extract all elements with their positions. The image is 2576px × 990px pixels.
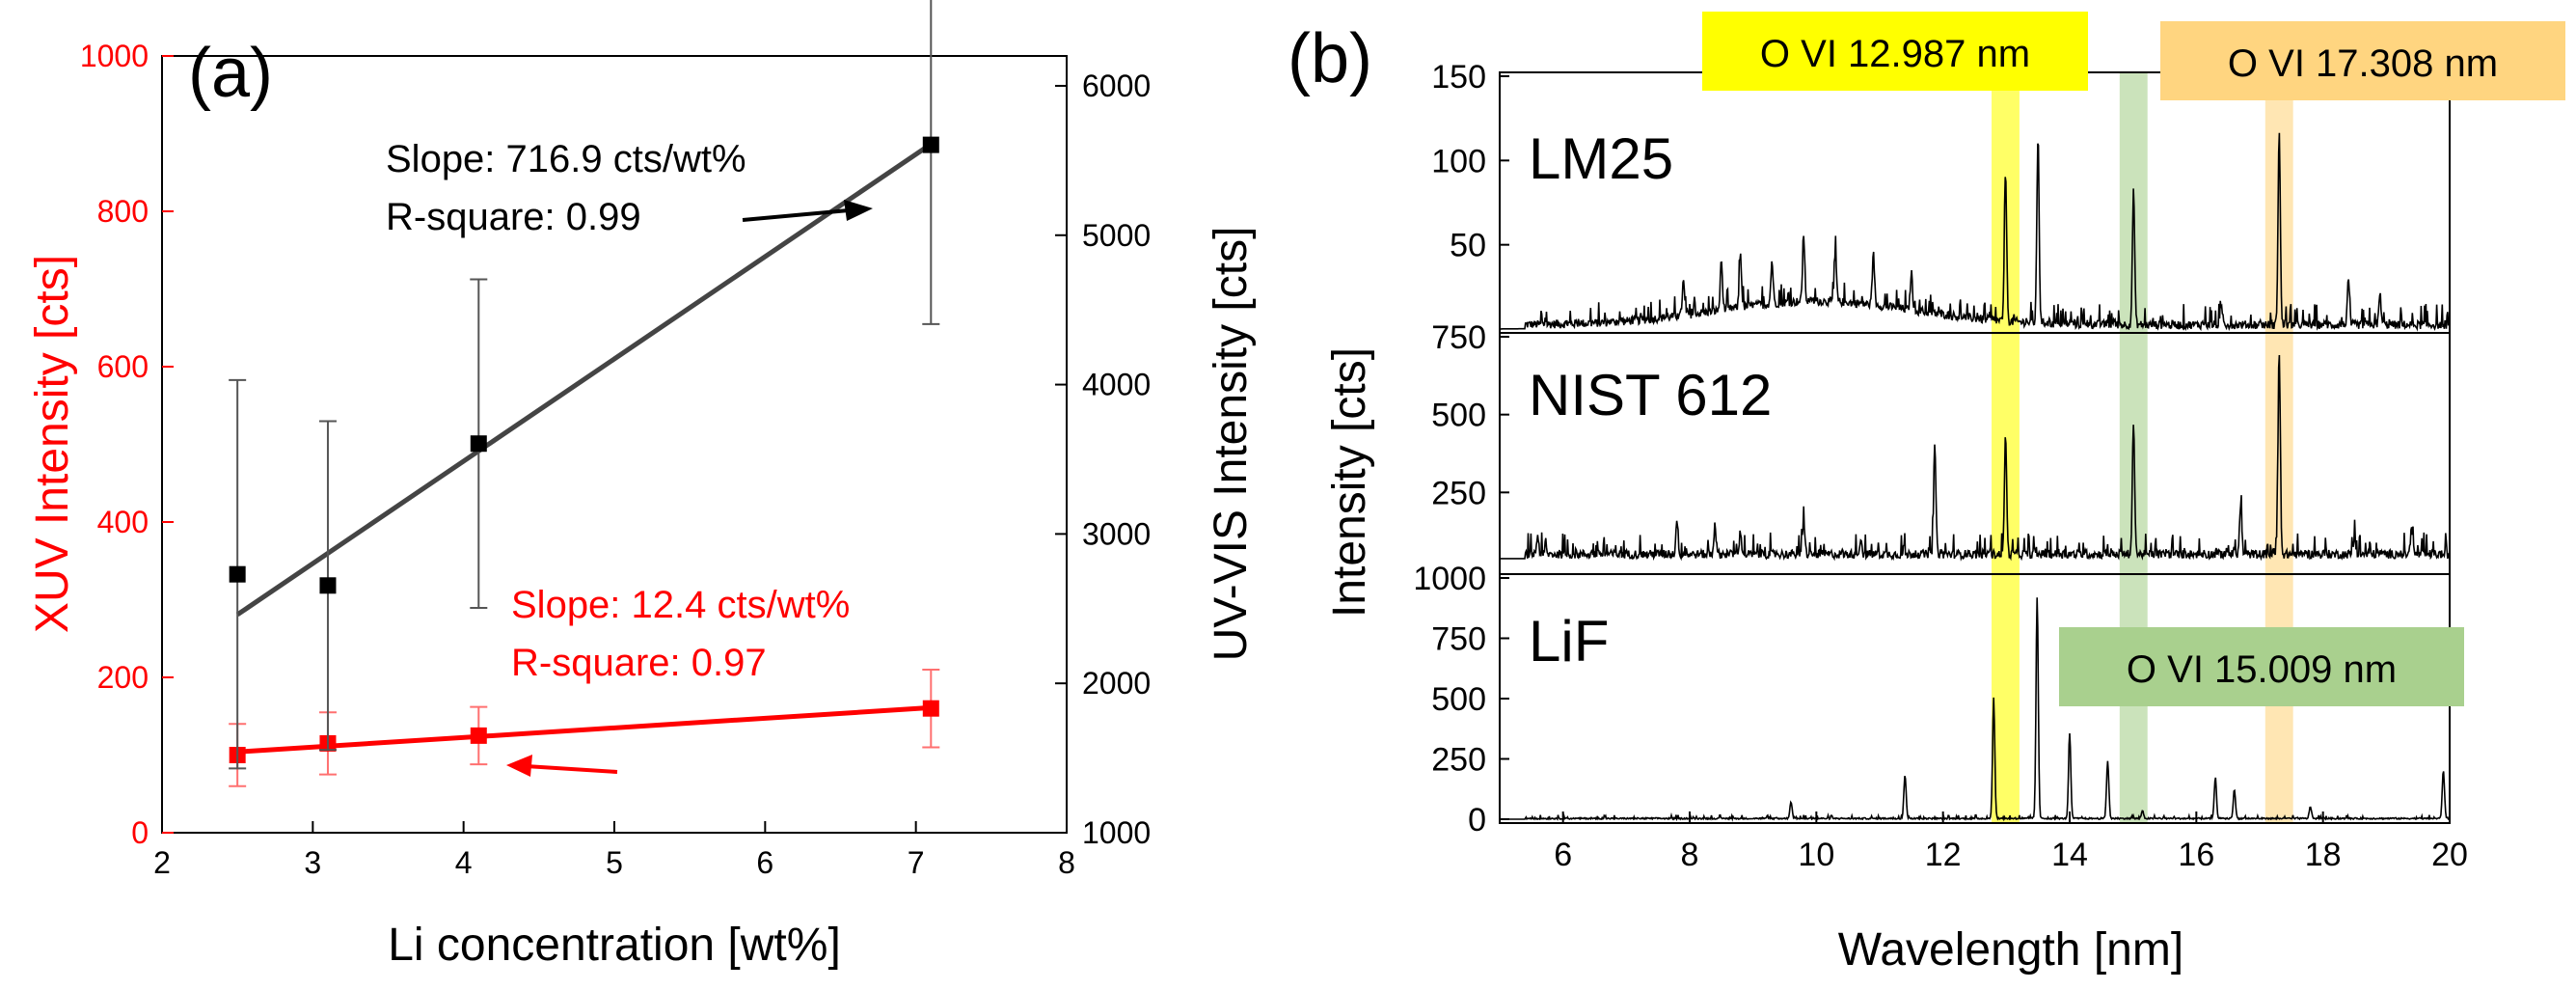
band-label: O VI 12.987 nm: [1760, 33, 2030, 75]
subplot-frame: [1499, 71, 2451, 334]
x-tick-label: 3: [304, 845, 321, 880]
right-y-tick-label: 3000: [1082, 516, 1151, 551]
panel-b-band-labels: O VI 12.987 nm O VI 15.009 nm O VI 17.308 …: [1702, 12, 2565, 706]
right-y-tick-label: 2000: [1082, 666, 1151, 701]
left-y-tick-label: 1000: [80, 39, 149, 73]
red-fit-r-square-annotation: R-square: 0.97: [511, 642, 767, 684]
panel-a-label: (a): [188, 35, 273, 112]
red-annotation-arrow: [506, 755, 618, 777]
y-tick-label: 0: [1468, 802, 1486, 839]
black-annotation-arrow: [742, 200, 873, 222]
black-data-point: [922, 136, 939, 153]
band-label: O VI 15.009 nm: [2127, 648, 2397, 691]
band-label-box: [1702, 12, 2088, 91]
panel-a-left-y-axis-label: XUV Intensity [cts]: [27, 255, 78, 633]
band-label-box: [2160, 21, 2565, 100]
spectrum-line-nist-612: [1500, 354, 2451, 562]
panel-a-left-y-ticks: 0 200 400 600 800 1000: [80, 39, 174, 850]
left-y-tick-label: 200: [97, 660, 149, 695]
sample-name: LM25: [1529, 126, 1673, 191]
x-tick-label: 20: [2431, 837, 2468, 873]
x-tick-label: 8: [1681, 837, 1699, 873]
black-data-point: [470, 435, 487, 453]
y-tick-label: 150: [1431, 59, 1486, 96]
band-label-box: [2059, 627, 2464, 706]
x-tick-label: 8: [1058, 845, 1075, 880]
x-tick-label: 18: [2305, 837, 2342, 873]
y-tick-label: 500: [1431, 398, 1486, 434]
panel-b-x-axis-label: Wavelength [nm]: [1838, 924, 2183, 976]
left-y-tick-label: 600: [97, 349, 149, 384]
y-tick-label: 500: [1431, 681, 1486, 718]
left-y-tick-label: 0: [131, 815, 149, 850]
spectrum-line-lif: [1500, 597, 2451, 822]
right-y-tick-label: 4000: [1082, 368, 1151, 402]
y-tick-label: 100: [1431, 143, 1486, 179]
x-tick-label: 6: [1554, 837, 1572, 873]
y-tick-label: 250: [1431, 742, 1486, 779]
x-tick-label: 7: [908, 845, 925, 880]
right-y-tick-label: 6000: [1082, 69, 1151, 103]
y-tick-label: 50: [1450, 228, 1486, 264]
panel-b-spectra: [1500, 132, 2451, 822]
band-label: O VI 17.308 nm: [2228, 42, 2498, 85]
black-data-point: [319, 577, 337, 594]
red-data-point: [922, 700, 939, 717]
x-tick-label: 5: [606, 845, 623, 880]
red-data-point: [470, 727, 487, 744]
y-tick-label: 750: [1431, 621, 1486, 658]
y-tick-label: 250: [1431, 475, 1486, 511]
right-y-tick-label: 5000: [1082, 218, 1151, 253]
y-tick-label: 1000: [1413, 561, 1486, 597]
x-tick-label: 6: [756, 845, 773, 880]
panel-b-sample-names: LM25 NIST 612 LiF: [1529, 126, 1772, 674]
x-tick-label: 14: [2051, 837, 2088, 873]
panel-b: (b) 50 100 150 250 500 750 0 250 500 750 1000 6 8 10…: [1288, 12, 2565, 976]
x-tick-label: 4: [455, 845, 473, 880]
x-tick-label: 16: [2178, 837, 2214, 873]
black-fit-line: [235, 142, 933, 618]
spectrum-line-lm25: [1500, 132, 2451, 332]
black-fit-slope-annotation: Slope: 716.9 cts/wt%: [386, 138, 746, 180]
sample-name: LiF: [1529, 609, 1609, 674]
red-fit-slope-annotation: Slope: 12.4 cts/wt%: [511, 584, 850, 626]
black-data-point: [229, 565, 246, 583]
highlight-band: [2264, 72, 2293, 823]
x-tick-label: 2: [153, 845, 171, 880]
panel-a-x-ticks: 2 3 4 5 6 7 8: [153, 821, 1075, 880]
panel-a: (a) 2 3 4 5 6 7 8 0 200 400 600 800 1000 1000 2000 30…: [27, 0, 1257, 971]
black-fit-r-square-annotation: R-square: 0.99: [386, 196, 641, 238]
panel-b-y-ticks: 50 100 150 250 500 750 0 250 500 750 1000: [1413, 59, 1509, 839]
panel-a-x-axis-label: Li concentration [wt%]: [388, 920, 841, 971]
sample-name: NIST 612: [1529, 363, 1772, 427]
left-y-tick-label: 400: [97, 505, 149, 539]
red-fit-line: [237, 704, 932, 755]
panel-a-right-y-ticks: 1000 2000 3000 4000 5000 6000: [1055, 56, 1151, 850]
panel-a-series: [229, 0, 940, 787]
panel-b-x-ticks: 6 8 10 12 14 16 18 20: [1554, 811, 2468, 873]
x-tick-label: 12: [1925, 837, 1962, 873]
panel-b-label: (b): [1288, 20, 1372, 97]
y-tick-label: 750: [1431, 319, 1486, 356]
x-tick-label: 10: [1798, 837, 1834, 873]
panel-a-right-y-axis-label: UV-VIS Intensity [cts]: [1206, 227, 1257, 662]
left-y-tick-label: 800: [97, 194, 149, 229]
right-y-tick-label: 1000: [1082, 815, 1151, 850]
panel-b-y-axis-label: Intensity [cts]: [1324, 347, 1375, 618]
